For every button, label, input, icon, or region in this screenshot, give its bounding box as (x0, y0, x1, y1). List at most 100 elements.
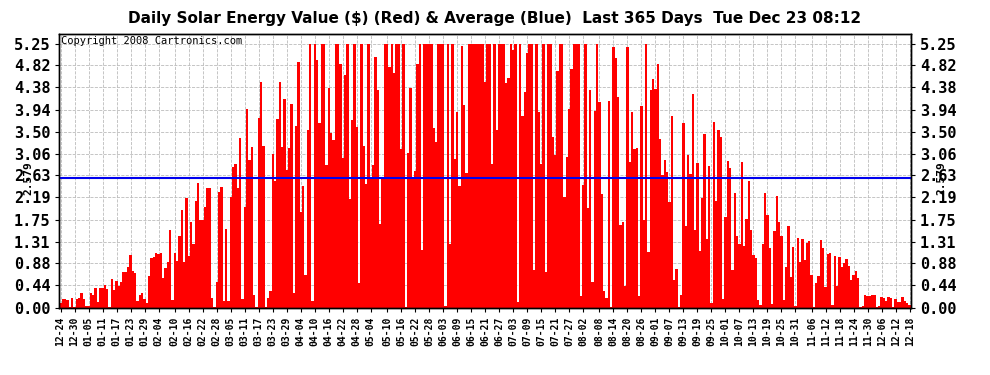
Bar (507, 78, 510, 308)
Bar (806, 243, 808, 308)
Bar (531, 44, 533, 308)
Bar (159, 253, 162, 308)
Bar (244, 207, 246, 308)
Bar (747, 181, 749, 308)
Bar (778, 222, 780, 308)
Bar (64, 298, 66, 307)
Bar (736, 236, 739, 308)
Bar (827, 254, 830, 308)
Bar (85, 306, 87, 308)
Bar (99, 288, 101, 308)
Bar (612, 47, 615, 308)
Bar (267, 298, 269, 307)
Bar (333, 140, 335, 308)
Text: Daily Solar Energy Value ($) (Red) & Average (Blue)  Last 365 Days  Tue Dec 23 0: Daily Solar Energy Value ($) (Red) & Ave… (129, 11, 861, 26)
Bar (715, 201, 717, 308)
Bar (75, 298, 78, 307)
Bar (654, 89, 656, 308)
Bar (544, 272, 546, 308)
Bar (677, 307, 680, 308)
Bar (885, 301, 887, 307)
Bar (526, 53, 529, 307)
Bar (202, 220, 204, 308)
Bar (766, 215, 768, 308)
Bar (104, 285, 106, 308)
Bar (808, 241, 811, 308)
Bar (594, 111, 596, 308)
Bar (512, 50, 514, 308)
Bar (498, 44, 500, 308)
Bar (651, 79, 654, 308)
Bar (388, 67, 391, 308)
Bar (134, 273, 137, 308)
Bar (330, 133, 333, 308)
Bar (561, 44, 563, 308)
Bar (237, 188, 239, 308)
Bar (414, 171, 416, 308)
Bar (416, 64, 419, 308)
Bar (794, 306, 797, 308)
Bar (344, 75, 346, 308)
Bar (311, 301, 314, 307)
Bar (536, 44, 538, 308)
Bar (852, 275, 854, 308)
Bar (101, 288, 104, 308)
Bar (551, 136, 554, 308)
Bar (565, 157, 568, 308)
Bar (248, 160, 250, 308)
Bar (481, 44, 484, 308)
Bar (773, 231, 775, 308)
Bar (269, 291, 271, 308)
Bar (412, 177, 414, 308)
Bar (871, 295, 873, 307)
Bar (197, 183, 199, 308)
Bar (538, 112, 540, 308)
Bar (400, 149, 402, 308)
Bar (710, 303, 713, 307)
Bar (169, 230, 171, 308)
Bar (188, 256, 190, 308)
Bar (694, 230, 696, 308)
Bar (281, 147, 283, 308)
Bar (701, 198, 703, 308)
Bar (316, 60, 319, 308)
Bar (376, 90, 379, 308)
Bar (257, 118, 260, 308)
Bar (139, 295, 141, 307)
Bar (785, 267, 787, 308)
Bar (92, 295, 94, 307)
Bar (118, 286, 120, 308)
Bar (448, 244, 451, 308)
Bar (262, 146, 264, 308)
Bar (477, 44, 479, 308)
Bar (629, 162, 631, 308)
Bar (183, 262, 185, 308)
Bar (703, 134, 706, 308)
Bar (529, 44, 531, 308)
Bar (152, 256, 155, 307)
Bar (304, 275, 307, 308)
Bar (250, 147, 253, 308)
Bar (395, 44, 398, 308)
Bar (211, 298, 214, 307)
Bar (190, 222, 192, 308)
Bar (460, 46, 463, 308)
Bar (869, 296, 871, 307)
Bar (734, 192, 736, 308)
Bar (804, 261, 806, 308)
Bar (850, 280, 852, 308)
Bar (274, 181, 276, 308)
Bar (815, 283, 818, 308)
Bar (438, 44, 440, 308)
Bar (424, 44, 426, 308)
Bar (446, 44, 448, 308)
Bar (638, 297, 641, 307)
Bar (209, 188, 211, 308)
Bar (745, 219, 747, 308)
Bar (601, 195, 603, 308)
Bar (442, 44, 445, 308)
Text: Copyright 2008 Cartronics.com: Copyright 2008 Cartronics.com (61, 36, 243, 46)
Bar (491, 164, 493, 308)
Bar (239, 138, 242, 308)
Bar (307, 130, 309, 308)
